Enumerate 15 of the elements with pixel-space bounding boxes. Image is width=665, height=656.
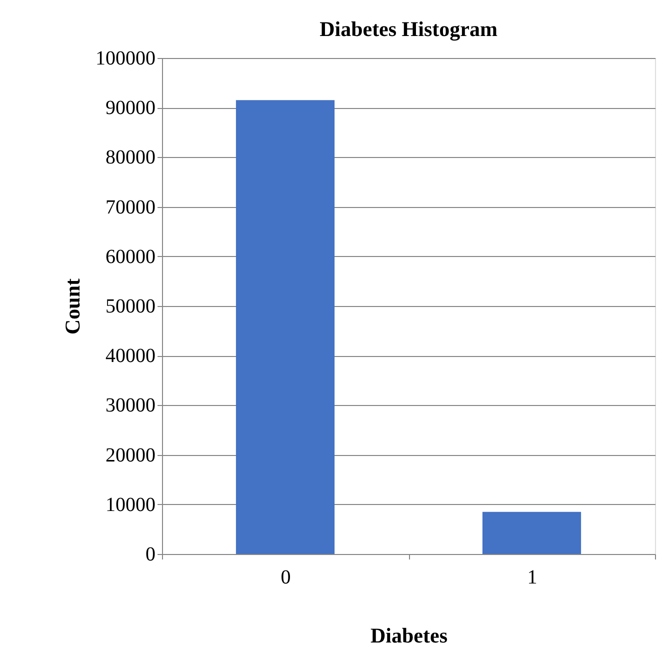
y-tick-label: 10000 <box>106 494 156 516</box>
y-tick-label: 30000 <box>106 394 156 417</box>
y-tick-label: 90000 <box>106 97 156 120</box>
y-tick-label: 60000 <box>106 246 156 268</box>
y-tick-label: 100000 <box>96 48 156 70</box>
chart-title: Diabetes Histogram <box>320 17 498 41</box>
y-tick-label: 40000 <box>106 345 156 368</box>
y-axis-title: Count <box>60 278 84 335</box>
y-tick-label: 80000 <box>106 146 156 169</box>
y-tick-label: 50000 <box>106 296 156 318</box>
y-tick-label: 20000 <box>106 444 156 466</box>
x-tick-label: 1 <box>527 566 538 588</box>
y-tick-label: 70000 <box>106 196 156 218</box>
x-axis-title: Diabetes <box>370 624 448 648</box>
y-tick-label: 0 <box>146 544 156 566</box>
